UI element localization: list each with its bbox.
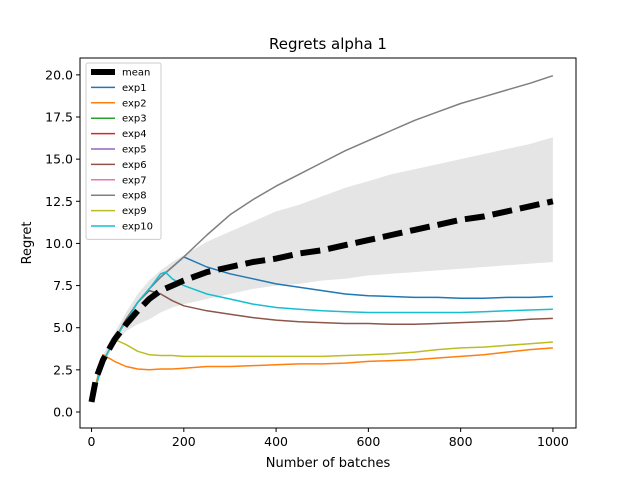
- y-tick-label: 17.5: [45, 109, 73, 124]
- x-axis-label: Number of batches: [266, 456, 391, 471]
- x-tick-label: 0: [88, 434, 96, 449]
- y-tick-label: 7.5: [53, 278, 73, 293]
- y-axis-label: Regret: [20, 222, 35, 265]
- legend-label-exp10: exp10: [122, 222, 153, 233]
- legend-label-mean: mean: [122, 68, 150, 79]
- x-tick-label: 400: [264, 434, 288, 449]
- plot-area: [88, 74, 554, 404]
- x-tick-label: 1000: [537, 434, 569, 449]
- legend-label-exp5: exp5: [122, 145, 147, 156]
- series-line-mean: [88, 198, 554, 403]
- y-tick-label: 20.0: [45, 67, 73, 82]
- legend-label-exp7: exp7: [122, 175, 147, 186]
- x-tick-label: 200: [172, 434, 196, 449]
- x-tick-label: 800: [449, 434, 473, 449]
- legend-label-exp9: exp9: [122, 206, 147, 217]
- legend-label-exp2: exp2: [122, 98, 147, 109]
- y-axis: 0.0 2.5 5.0 7.5 10.0 12.5 15.0 17.5 20.0: [45, 67, 80, 419]
- legend-label-exp4: exp4: [122, 129, 147, 140]
- series-line-exp10: [90, 271, 553, 403]
- chart-title: Regrets alpha 1: [269, 35, 387, 53]
- x-axis: 0 200 400 600 800 1000: [88, 428, 569, 449]
- legend-label-exp8: exp8: [122, 191, 147, 202]
- y-tick-label: 2.5: [53, 362, 73, 377]
- y-tick-label: 0.0: [53, 404, 73, 419]
- confidence-band: [91, 137, 553, 404]
- legend: mean exp1 exp2 exp3 exp4 exp5 exp6 exp7 exp8 exp9…: [85, 62, 162, 240]
- legend-label-exp6: exp6: [122, 160, 147, 171]
- y-tick-label: 10.0: [45, 236, 73, 251]
- y-tick-label: 5.0: [53, 320, 73, 335]
- legend-label-exp3: exp3: [122, 114, 147, 125]
- series-line-exp9: [90, 338, 553, 403]
- x-tick-label: 600: [356, 434, 380, 449]
- y-tick-label: 15.0: [45, 152, 73, 167]
- y-tick-label: 12.5: [45, 194, 73, 209]
- series-line-exp2: [90, 347, 553, 403]
- legend-label-exp1: exp1: [122, 83, 147, 94]
